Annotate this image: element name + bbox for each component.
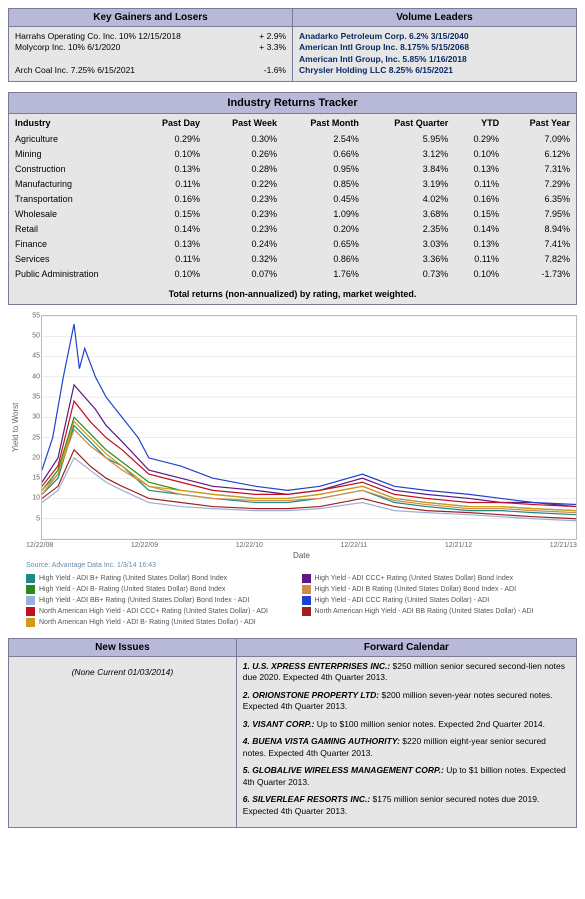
legend-swatch xyxy=(302,596,311,605)
returns-table: IndustryPast DayPast WeekPast MonthPast … xyxy=(9,114,576,282)
returns-footnote: Total returns (non-annualized) by rating… xyxy=(9,282,576,304)
forward-item: 6. SILVERLEAF RESORTS INC.: $175 million… xyxy=(243,794,570,817)
gainer-item xyxy=(15,54,286,65)
chart-xlabel: Date xyxy=(26,551,577,560)
legend-item: North American High Yield - ADI CCC+ Rat… xyxy=(26,606,302,617)
returns-title: Industry Returns Tracker xyxy=(9,93,576,114)
chart-legend: High Yield - ADI B+ Rating (United State… xyxy=(26,569,577,628)
column-header: Past Day xyxy=(138,114,206,132)
volume-item: American Intl Group Inc. 8.175% 5/15/206… xyxy=(299,42,570,53)
new-issues-body: (None Current 01/03/2014) xyxy=(9,657,236,827)
forward-item: 3. VISANT CORP.: Up to $100 million seni… xyxy=(243,719,570,730)
returns-panel: Industry Returns Tracker IndustryPast Da… xyxy=(8,92,577,305)
legend-item: High Yield - ADI B+ Rating (United State… xyxy=(26,573,302,584)
column-header: Past Quarter xyxy=(365,114,454,132)
legend-item: High Yield - ADI B- Rating (United State… xyxy=(26,584,302,595)
new-issues-header: New Issues xyxy=(9,639,236,657)
legend-item: North American High Yield - ADI B- Ratin… xyxy=(26,617,302,628)
column-header: Past Week xyxy=(206,114,283,132)
gainer-item: Molycorp Inc. 10% 6/1/2020+ 3.3% xyxy=(15,42,286,53)
legend-item: High Yield - ADI BB+ Rating (United Stat… xyxy=(26,595,302,606)
legend-swatch xyxy=(26,585,35,594)
legend-swatch xyxy=(302,574,311,583)
legend-swatch xyxy=(26,618,35,627)
table-row: Retail0.14%0.23%0.20%2.35%0.14%8.94% xyxy=(9,222,576,237)
chart-source: Source: Advantage Data Inc. 1/3/14 16:43 xyxy=(26,560,577,569)
table-row: Mining0.10%0.26%0.66%3.12%0.10%6.12% xyxy=(9,147,576,162)
table-row: IndustryPast DayPast WeekPast MonthPast … xyxy=(9,114,576,132)
gainers-volume-panel: Key Gainers and Losers Volume Leaders Ha… xyxy=(8,8,577,82)
column-header: YTD xyxy=(454,114,505,132)
volume-item: American Intl Group, Inc. 5.85% 1/16/201… xyxy=(299,54,570,65)
forward-calendar-body: 1. U.S. XPRESS ENTERPRISES INC.: $250 mi… xyxy=(236,657,576,827)
volume-list: Anadarko Petroleum Corp. 6.2% 3/15/2040A… xyxy=(292,27,576,81)
legend-item: High Yield - ADI CCC+ Rating (United Sta… xyxy=(302,573,578,584)
column-header: Past Year xyxy=(505,114,576,132)
forward-calendar-header: Forward Calendar xyxy=(236,639,576,657)
volume-item: Chrysler Holding LLC 8.25% 6/15/2021 xyxy=(299,65,570,76)
gainers-list: Harrahs Operating Co. Inc. 10% 12/15/201… xyxy=(9,27,292,81)
table-row: Agriculture0.29%0.30%2.54%5.95%0.29%7.09… xyxy=(9,132,576,147)
chart-plot-area: 510152025303540455055 xyxy=(41,315,577,540)
column-header: Past Month xyxy=(283,114,365,132)
column-header: Industry xyxy=(9,114,138,132)
legend-item: High Yield - ADI B Rating (United States… xyxy=(302,584,578,595)
gainer-item: Harrahs Operating Co. Inc. 10% 12/15/201… xyxy=(15,31,286,42)
legend-swatch xyxy=(302,607,311,616)
table-row: Transportation0.16%0.23%0.45%4.02%0.16%6… xyxy=(9,192,576,207)
table-row: Construction0.13%0.28%0.95%3.84%0.13%7.3… xyxy=(9,162,576,177)
legend-swatch xyxy=(26,574,35,583)
table-row: Services0.11%0.32%0.86%3.36%0.11%7.82% xyxy=(9,252,576,267)
issues-calendar-panel: New Issues Forward Calendar (None Curren… xyxy=(8,638,577,828)
table-row: Finance0.13%0.24%0.65%3.03%0.13%7.41% xyxy=(9,237,576,252)
chart-xaxis: 12/22/0812/22/0912/22/1012/22/1112/21/12… xyxy=(26,540,577,551)
forward-item: 5. GLOBALIVE WIRELESS MANAGEMENT CORP.: … xyxy=(243,765,570,788)
forward-item: 2. ORIONSTONE PROPERTY LTD: $200 million… xyxy=(243,690,570,713)
table-row: Manufacturing0.11%0.22%0.85%3.19%0.11%7.… xyxy=(9,177,576,192)
legend-item: High Yield - ADI CCC Rating (United Stat… xyxy=(302,595,578,606)
table-row: Wholesale0.15%0.23%1.09%3.68%0.15%7.95% xyxy=(9,207,576,222)
volume-header: Volume Leaders xyxy=(292,9,576,27)
table-row: Public Administration0.10%0.07%1.76%0.73… xyxy=(9,267,576,282)
chart-ylabel: Yield to Worst xyxy=(8,315,23,540)
legend-item: North American High Yield - ADI BB Ratin… xyxy=(302,606,578,617)
legend-swatch xyxy=(26,607,35,616)
legend-swatch xyxy=(26,596,35,605)
legend-swatch xyxy=(302,585,311,594)
yield-chart: Yield to Worst 510152025303540455055 12/… xyxy=(8,315,577,628)
forward-item: 1. U.S. XPRESS ENTERPRISES INC.: $250 mi… xyxy=(243,661,570,684)
forward-item: 4. BUENA VISTA GAMING AUTHORITY: $220 mi… xyxy=(243,736,570,759)
gainer-item: Arch Coal Inc. 7.25% 6/15/2021-1.6% xyxy=(15,65,286,76)
volume-item: Anadarko Petroleum Corp. 6.2% 3/15/2040 xyxy=(299,31,570,42)
gainers-header: Key Gainers and Losers xyxy=(9,9,292,27)
